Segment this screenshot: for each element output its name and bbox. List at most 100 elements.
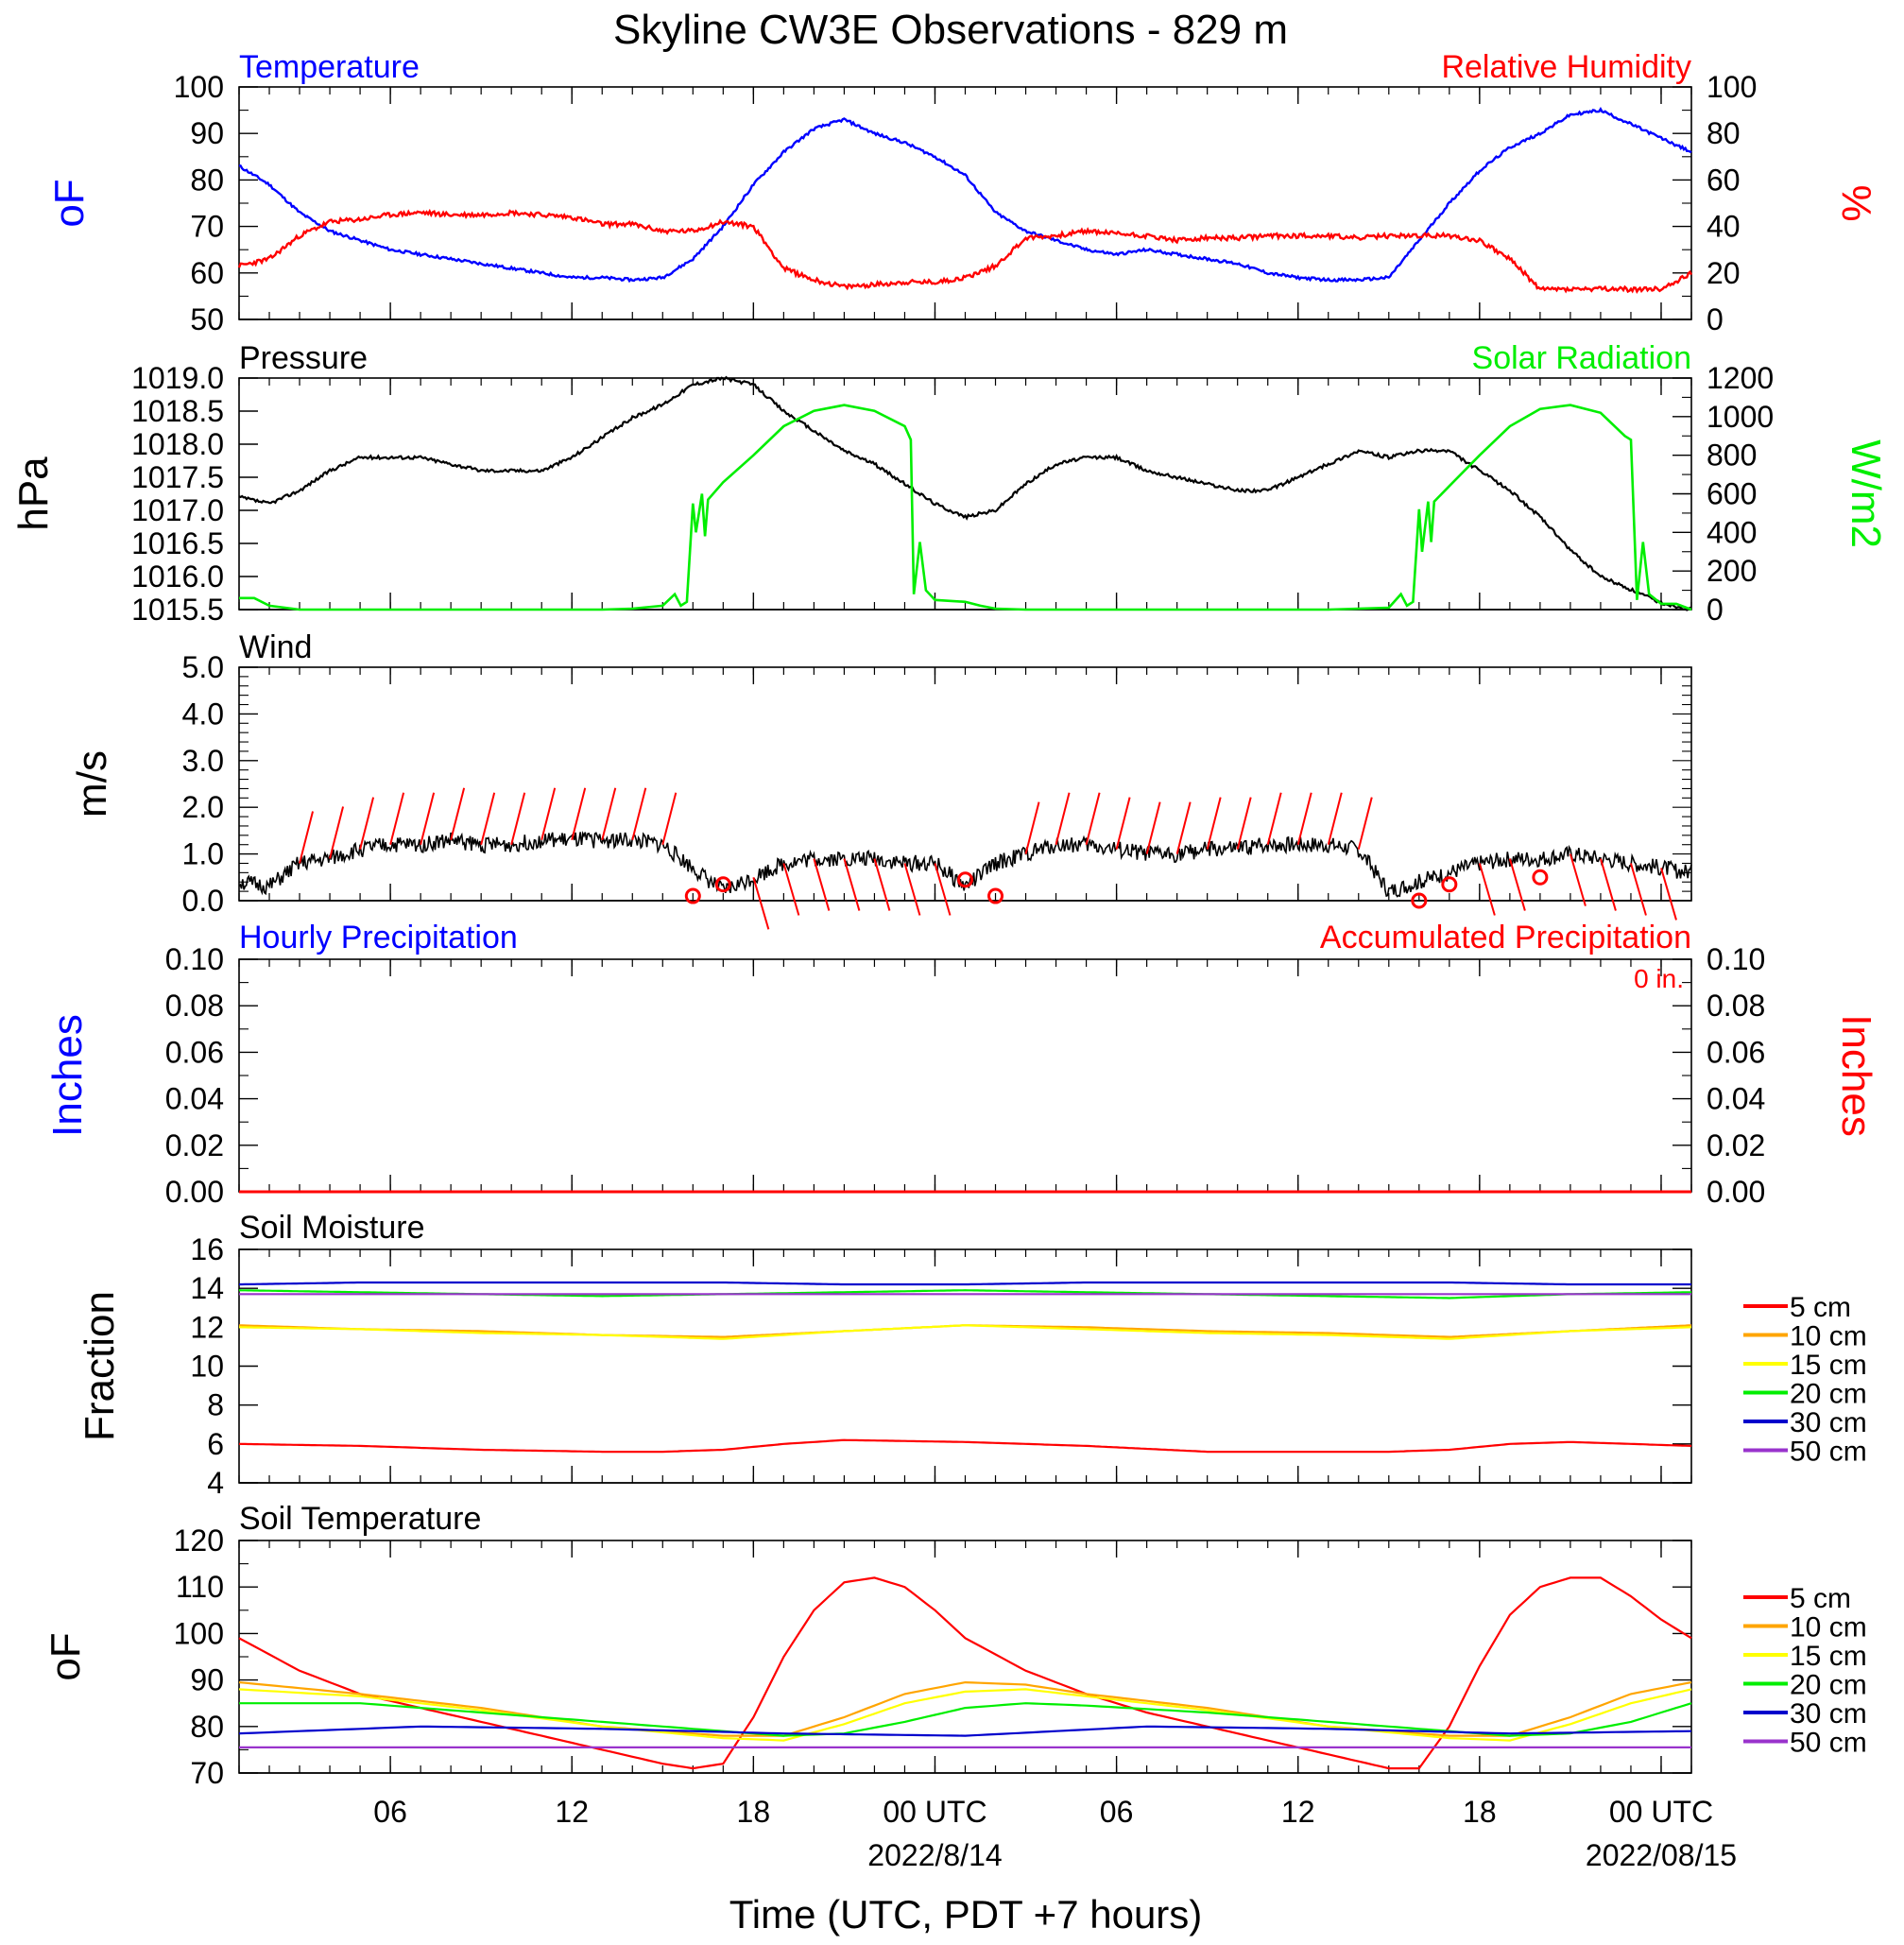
left-tick-label: 1016.5 [131,526,224,560]
accum-precip-unit: Inches [1833,1014,1879,1137]
right-tick-label: 80 [1707,116,1741,150]
x-tick-label: 12 [555,1795,589,1829]
wind-barb [1115,797,1131,850]
wind-barb [782,863,800,916]
right-tick-label: 0.00 [1707,1175,1765,1209]
humidity-line [237,208,1693,295]
wind-barb [813,858,831,911]
panel-wind: 0.0 1.0 2.0 3.0 4.0 5.0 Wind m/s [69,629,1692,930]
right-tick-label: 40 [1707,210,1741,244]
wind-barb [1478,863,1496,916]
left-tick-label: 1015.5 [131,593,224,627]
calm-circle [714,876,731,893]
wind-barb [510,792,526,845]
wind-barb [480,792,496,845]
left-tick-label: 12 [190,1310,224,1344]
soil-series-line [239,1281,1691,1286]
x-tick-label: 18 [1463,1795,1497,1829]
panel-temperature-humidity: 50 60 70 80 90 100 0 20 40 60 80 100 Temperature Rela… [46,49,1879,336]
wind-title: Wind [239,629,312,665]
left-tick-label: 0.02 [165,1128,224,1162]
right-tick-label: 800 [1707,439,1757,473]
soil-series-line [238,1324,1692,1340]
left-tick-label: 70 [190,1756,224,1790]
wind-barb [1569,853,1587,906]
calm-circle [1411,892,1428,909]
x-tick-labels: 06 12 18 00 UTC 2022/8/14 06 12 18 00 UTC 2022/08… [373,1795,1737,1872]
legend-label: 5 cm [1790,1292,1851,1323]
soil-series-line [238,1680,1692,1737]
left-tick-label: 2.0 [182,790,224,824]
legend-label: 50 cm [1790,1437,1867,1468]
right-tick-label: 0.08 [1707,989,1765,1023]
left-tick-label: 14 [190,1271,224,1305]
legend-label: 20 cm [1790,1379,1867,1410]
left-tick-label: 4 [207,1466,224,1500]
wind-barb [873,858,891,911]
right-tick-label: 0 [1707,302,1724,336]
wind-barb [1599,858,1617,911]
solar-unit: W/m2 [1843,439,1889,548]
left-tick-label: 16 [190,1232,224,1266]
humidity-title: Relative Humidity [1441,49,1691,85]
left-tick-label: 1016.0 [131,559,224,594]
left-tick-label: 10 [190,1350,224,1384]
panel-soil-temperature: 70 80 90 100 110 120 Soil Temperature oF 5 cm10 … [43,1501,1867,1790]
right-tick-label: 1000 [1707,400,1774,434]
x-tick-date: 2022/8/14 [867,1838,1002,1872]
right-tick-label: 200 [1707,554,1757,588]
left-tick-label: 1017.5 [131,460,224,494]
wind-barb [420,792,436,845]
panel-frame [238,958,1692,1193]
wind-barb [1085,792,1101,845]
solar-line [239,404,1692,611]
left-tick-label: 4.0 [182,697,224,731]
legend-label: 20 cm [1790,1670,1867,1701]
wind-barb [1024,801,1040,854]
wind-barb [843,858,861,911]
x-tick-label: 00 UTC [1609,1795,1713,1829]
right-tick-label: 1200 [1707,361,1774,395]
x-tick-date: 2022/08/15 [1586,1838,1737,1872]
calm-circle [1441,876,1458,893]
calm-circle [1532,869,1549,886]
left-tick-label: 5.0 [182,650,224,684]
x-tick-label: 12 [1281,1795,1315,1829]
wind-barb [1145,801,1161,854]
wind-barb [1296,792,1312,845]
figure-title: Skyline CW3E Observations - 829 m [613,7,1288,53]
wind-barb [1236,797,1252,850]
calm-circle [987,887,1004,904]
legend-label: 30 cm [1790,1698,1867,1730]
temperature-unit: oF [46,179,93,227]
temperature-line [238,107,1692,284]
wind-line [238,831,1692,898]
soil-temperature-title: Soil Temperature [239,1501,481,1537]
wind-barb [450,787,466,841]
left-tick-label: 50 [190,302,224,336]
pressure-line [238,375,1692,611]
solar-title: Solar Radiation [1472,340,1691,376]
left-tick-label: 1019.0 [131,361,224,395]
wind-unit: m/s [69,750,115,818]
panel-frame [238,666,1692,902]
soil-series-line [238,1725,1692,1737]
right-tick-label: 0.10 [1707,942,1765,976]
right-tick-label: 600 [1707,477,1757,511]
hourly-precip-title: Hourly Precipitation [239,920,518,955]
wind-barb [1055,792,1071,845]
legend-label: 10 cm [1790,1612,1867,1644]
legend-label: 10 cm [1790,1321,1867,1352]
left-tick-label: 1018.0 [131,427,224,461]
wind-barb [1629,863,1647,916]
left-tick-label: 1018.5 [131,394,224,428]
right-tick-label: 0 [1707,593,1724,627]
left-tick-label: 120 [174,1523,224,1558]
soil-series-line [238,1576,1692,1770]
wind-barb [1357,797,1373,850]
wind-barb [359,797,375,850]
wind-barb [1175,801,1192,854]
calm-circle [684,887,701,904]
right-tick-label: 60 [1707,163,1741,197]
